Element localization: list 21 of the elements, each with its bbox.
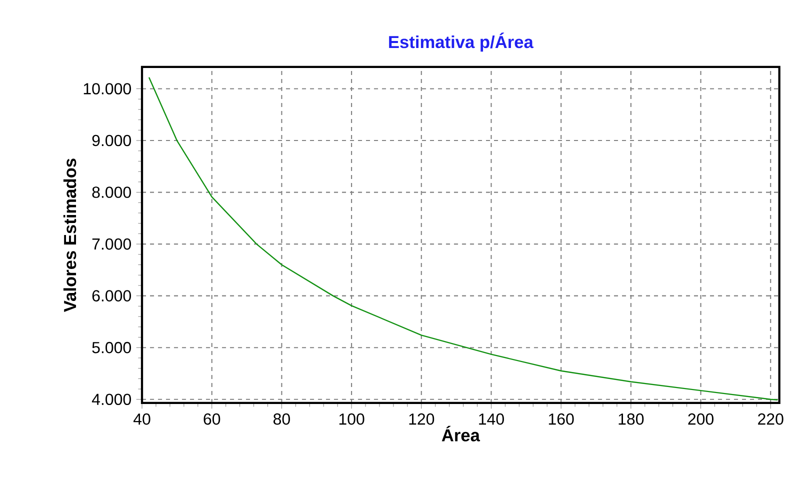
y-tick-label: 7.000 [92,238,131,250]
y-tick-label: 5.000 [92,342,131,354]
x-tick-label: 60 [204,413,220,425]
x-axis-title: Área [442,426,480,442]
x-tick-label: 40 [133,413,150,425]
x-tick-label: 180 [618,413,644,425]
x-tick-label: 80 [273,413,290,425]
y-axis-title: Valores Estimados [63,158,76,312]
y-tick-label: 4.000 [92,394,131,406]
x-tick-label: 220 [758,413,784,425]
x-tick-label: 160 [548,413,574,425]
x-tick-label: 140 [479,413,504,425]
x-tick-label: 200 [688,413,714,425]
y-tick-label: 10.000 [84,83,131,94]
chart-title: Estimativa p/Área [389,32,534,52]
y-tick-label: 8.000 [92,186,131,198]
y-tick-label: 9.000 [92,134,131,146]
x-tick-label: 100 [339,413,364,425]
line-series [148,76,778,400]
x-tick-label: 120 [409,413,434,425]
y-tick-label: 6.000 [92,290,131,302]
